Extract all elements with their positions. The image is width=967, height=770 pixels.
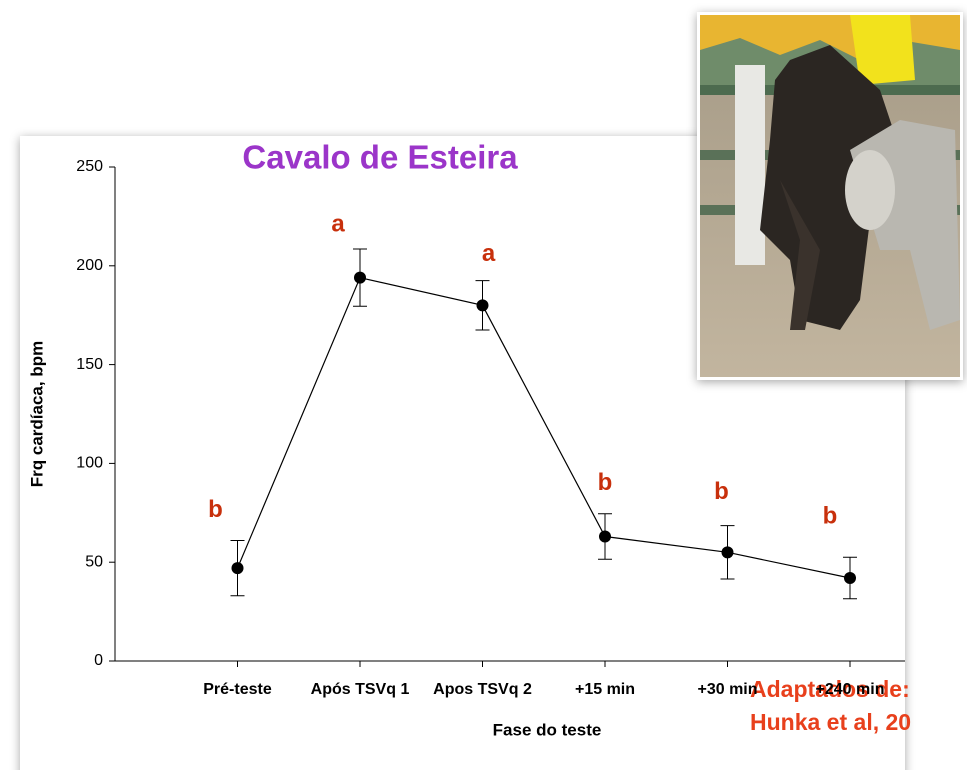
source-line: Adaptados de: [750,676,910,702]
point-label: b [714,478,729,505]
point-label: b [208,496,223,523]
data-point [844,572,856,585]
y-tick-label: 150 [76,356,103,373]
data-line [236,276,851,579]
data-point [354,271,366,284]
point-label: b [823,503,838,530]
y-tick-label: 200 [76,257,103,274]
y-tick-label: 50 [85,553,103,570]
x-tick-label: +15 min [575,681,635,698]
data-point [599,530,611,543]
data-point [476,299,489,312]
point-label: a [482,240,496,267]
y-axis-label: Frq cardíaca, bpm [27,341,46,487]
y-tick-label: 250 [76,158,103,175]
x-tick-label: Após TSVq 1 [311,681,410,698]
y-tick-label: 100 [76,455,103,472]
x-tick-label: +30 min [697,681,757,698]
photo [697,12,963,380]
x-tick-label: Pré-teste [203,681,272,698]
x-tick-label: +240 min [816,681,885,698]
source-line: Hunka et al, 20 [750,709,911,735]
point-label: b [598,469,613,496]
chart-title: Cavalo de Esteira [242,139,518,176]
y-tick-label: 0 [94,652,103,669]
data-point [231,562,244,575]
point-label: a [331,210,345,237]
x-axis-label: Fase do teste [493,720,602,739]
x-tick-label: Apos TSVq 2 [433,681,532,698]
data-point [721,546,734,559]
plot: 0 50 100 150 200 250 Pré-teste Após TSVq 1 Apos … [76,158,884,698]
